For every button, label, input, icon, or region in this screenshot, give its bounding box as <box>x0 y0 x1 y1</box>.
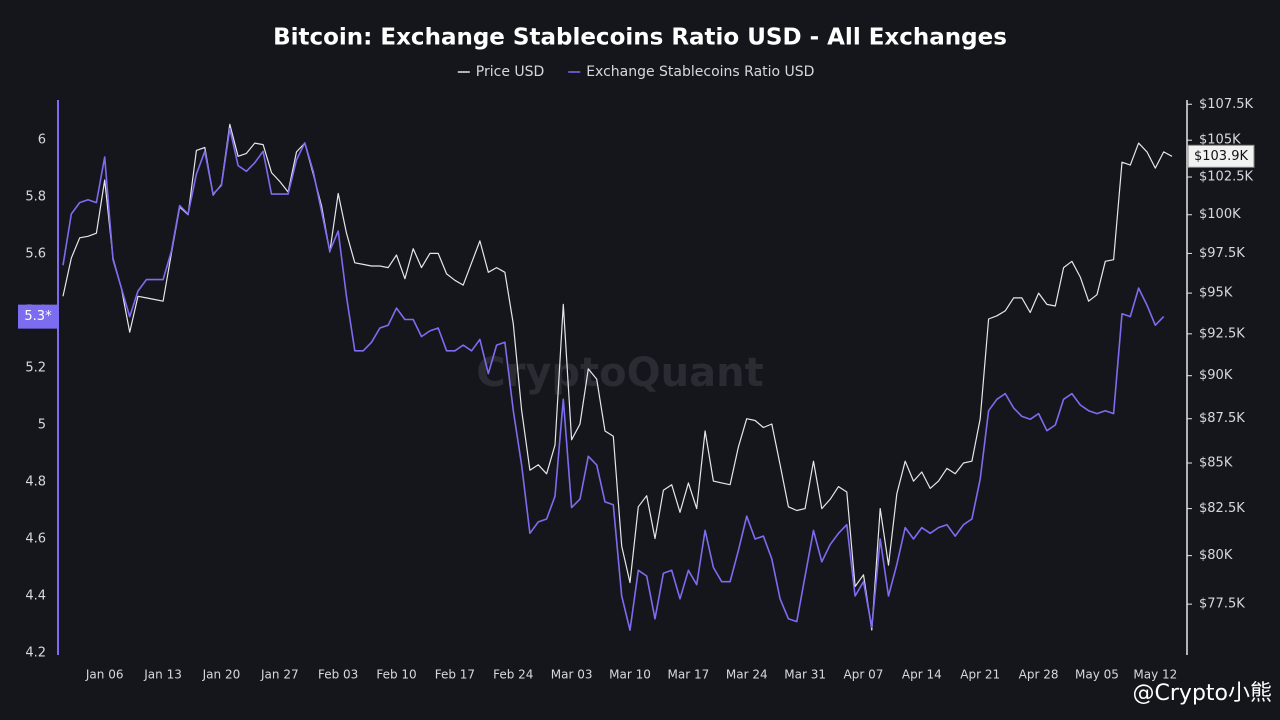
x-tick-label: May 12 <box>1133 668 1177 682</box>
x-tick-label: Feb 17 <box>435 668 475 682</box>
y2-tick-label: $80K <box>1199 548 1233 563</box>
last-value-label: 5.3* <box>24 309 52 324</box>
y-tick-label: 4.8 <box>25 474 46 489</box>
y-tick-label: 6 <box>38 132 46 147</box>
series-line <box>62 127 1165 631</box>
legend-label: Price USD <box>476 64 545 80</box>
x-tick-label: Mar 31 <box>784 668 826 682</box>
legend-label: Exchange Stablecoins Ratio USD <box>586 64 814 80</box>
x-tick-label: Feb 03 <box>318 668 358 682</box>
x-tick-label: Jan 20 <box>202 668 241 682</box>
y-tick-label: 4.6 <box>25 531 46 546</box>
x-tick-label: Apr 21 <box>960 668 1000 682</box>
x-tick-label: Feb 10 <box>376 668 416 682</box>
y-tick-label: 5.6 <box>25 246 46 261</box>
y2-tick-label: $77.5K <box>1199 597 1245 612</box>
y2-tick-label: $95K <box>1199 286 1233 301</box>
x-tick-label: Mar 10 <box>609 668 651 682</box>
x-tick-label: Jan 13 <box>143 668 182 682</box>
x-tick-label: Apr 28 <box>1019 668 1059 682</box>
y2-tick-label: $102.5K <box>1199 170 1253 185</box>
y-tick-label: 4.4 <box>25 588 46 603</box>
x-tick-label: Mar 17 <box>668 668 710 682</box>
x-tick-label: Mar 03 <box>551 668 593 682</box>
x-tick-label: May 05 <box>1075 668 1119 682</box>
y-tick-label: 5 <box>38 417 46 432</box>
y2-tick-label: $92.5K <box>1199 326 1245 341</box>
watermark: CryptoQuant <box>476 350 763 396</box>
x-tick-label: Apr 14 <box>902 668 942 682</box>
y-tick-label: 5.2 <box>25 360 46 375</box>
last-value-box <box>18 304 58 329</box>
y2-tick-label: $107.5K <box>1199 97 1253 112</box>
last-value-box <box>1187 144 1255 168</box>
series-line <box>62 123 1173 631</box>
x-tick-label: Jan 06 <box>85 668 124 682</box>
last-value-label: $103.9K <box>1194 149 1248 164</box>
x-tick-label: Jan 27 <box>260 668 299 682</box>
y-tick-label: 5.8 <box>25 189 46 204</box>
chart-title: Bitcoin: Exchange Stablecoins Ratio USD … <box>273 25 1007 51</box>
y2-tick-label: $105K <box>1199 133 1241 148</box>
y2-tick-label: $100K <box>1199 207 1241 222</box>
x-tick-label: Mar 24 <box>726 668 768 682</box>
x-tick-label: Apr 07 <box>844 668 884 682</box>
y2-tick-label: $85K <box>1199 456 1233 471</box>
y2-tick-label: $97.5K <box>1199 246 1245 261</box>
y-tick-label: 4.2 <box>25 646 46 661</box>
y2-tick-label: $90K <box>1199 368 1233 383</box>
y2-tick-label: $87.5K <box>1199 411 1245 426</box>
x-tick-label: Feb 24 <box>493 668 533 682</box>
y2-tick-label: $82.5K <box>1199 501 1245 516</box>
credit: @Crypto小熊 <box>1133 681 1272 706</box>
